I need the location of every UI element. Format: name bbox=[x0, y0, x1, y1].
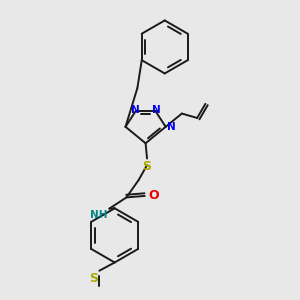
Text: S: S bbox=[142, 160, 152, 173]
Text: O: O bbox=[148, 189, 159, 203]
Text: S: S bbox=[89, 272, 98, 285]
Text: NH: NH bbox=[89, 210, 107, 220]
Text: N: N bbox=[130, 105, 139, 115]
Text: N: N bbox=[152, 105, 161, 115]
Text: N: N bbox=[167, 122, 176, 132]
